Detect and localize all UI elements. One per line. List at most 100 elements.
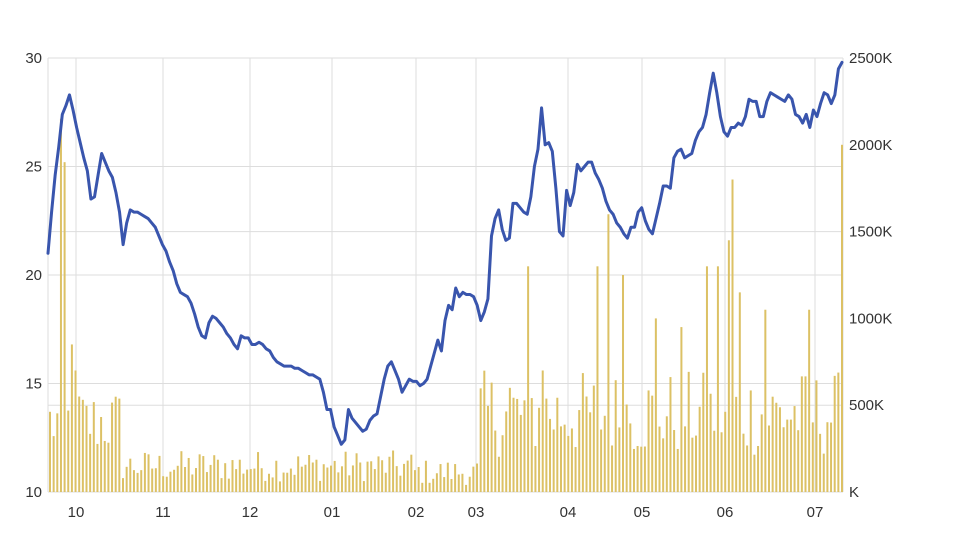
volume-bar [191,474,194,492]
volume-bar [826,422,829,492]
volume-bar [771,396,774,492]
volume-bar [695,435,698,492]
volume-bar [720,432,723,492]
x-tick-label: 11 [155,504,171,521]
volume-bar [702,372,705,492]
volume-bar [392,450,395,492]
volume-bar [278,481,281,492]
volume-bar [264,480,267,492]
volume-bar [764,309,767,492]
volume-bar [202,456,205,492]
volume-bar [129,458,132,492]
volume-bar [249,469,252,492]
volume-bar [282,472,285,492]
volume-bar [209,464,212,492]
volume-bar [450,478,453,492]
x-month-axis: 10 11 12 01 02 03 04 05 06 07 [68,504,824,521]
volume-bars [49,118,843,493]
volume-bar [472,466,475,492]
volume-bar [85,405,88,492]
volume-bar [738,292,741,492]
volume-bar [384,472,387,492]
left-tick-label: 25 [25,159,42,176]
volume-bar [78,396,81,492]
right-tick-label: 2500K [849,50,892,67]
volume-bar [512,397,515,492]
volume-bar [337,472,340,492]
volume-bar [592,385,595,492]
left-tick-label: 30 [25,50,42,67]
volume-bar [213,455,216,492]
volume-bar [607,214,610,493]
volume-bar [618,427,621,492]
volume-bar [713,430,716,492]
volume-bar [731,179,734,492]
volume-bar [680,327,683,492]
volume-bar [154,468,157,492]
volume-bar [421,482,424,492]
volume-bar [224,463,227,492]
volume-bar [833,375,836,492]
volume-bar [716,266,719,492]
volume-bar [749,390,752,492]
volume-bar [778,407,781,492]
volume-bar [344,451,347,492]
volume-bar [705,266,708,492]
volume-bar [516,398,519,492]
volume-bar [103,440,106,492]
volume-bar [746,445,749,492]
volume-bar [804,376,807,492]
volume-bar [673,430,676,492]
volume-bar [789,419,792,492]
volume-bar [308,455,311,492]
volume-bar [640,446,643,492]
volume-bar [505,411,508,492]
volume-bar [541,370,544,492]
volume-bar [793,406,796,492]
volume-bar [684,426,687,492]
volume-bar [757,446,760,492]
volume-bar [220,478,223,492]
volume-bar [556,397,559,492]
volume-bar [403,463,406,492]
volume-bar [454,464,457,492]
volume-bar [388,456,391,492]
volume-bar [465,484,468,492]
volume-bar [59,118,62,492]
volume-bar [67,410,70,492]
volume-bar [519,414,522,492]
volume-bar [194,468,197,492]
volume-bar [727,240,730,492]
volume-bar [180,451,183,492]
volume-bar [297,456,300,492]
right-tick-label: 500K [849,397,884,414]
volume-bar [647,390,650,492]
volume-bar [662,438,665,492]
volume-bar [132,470,135,492]
volume-bar [432,478,435,492]
volume-bar [319,480,322,492]
volume-bar [52,436,55,492]
volume-bar [782,427,785,492]
volume-bar [165,476,168,492]
volume-bar [118,398,121,492]
volume-bar [235,469,238,492]
volume-bar [169,471,172,492]
volume-bar [629,423,632,492]
volume-bar [330,465,333,492]
volume-bar [275,460,278,492]
volume-bar [669,377,672,492]
volume-bar [381,460,384,492]
volume-bar [315,459,318,492]
volume-bar [768,425,770,492]
left-tick-label: 15 [25,376,42,393]
volume-bar [231,460,234,492]
x-tick-label: 05 [634,504,651,521]
volume-bar [162,476,165,492]
volume-bar [742,433,745,492]
volume-bar [362,481,365,492]
volume-bar [267,473,270,492]
volume-bar [253,468,256,492]
volume-bar [198,454,201,492]
